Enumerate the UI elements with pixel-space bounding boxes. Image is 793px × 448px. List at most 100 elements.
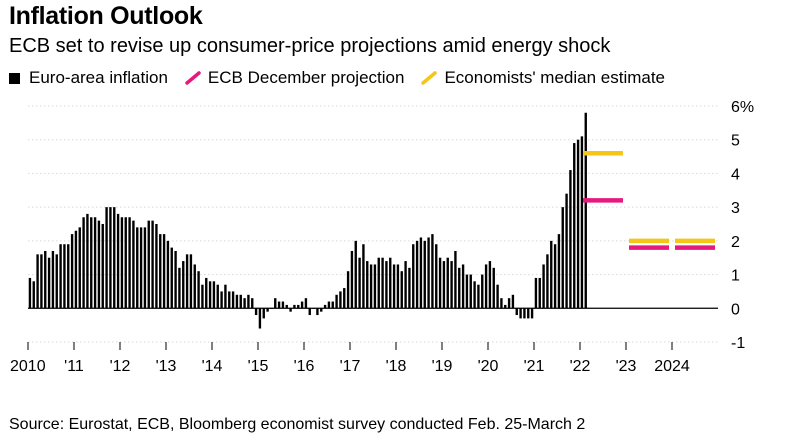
y-tick-label: 6% xyxy=(731,99,754,116)
inflation-bar xyxy=(488,261,492,309)
inflation-bar xyxy=(155,224,158,309)
inflation-bar xyxy=(300,301,304,309)
inflation-bar xyxy=(484,264,488,309)
inflation-bar xyxy=(235,294,239,309)
y-tick-label: 4 xyxy=(731,166,740,183)
y-tick-label: 0 xyxy=(731,301,740,318)
inflation-bar xyxy=(220,291,223,309)
x-tick-label: '14 xyxy=(202,358,223,375)
inflation-bar xyxy=(151,220,154,309)
inflation-bar xyxy=(458,267,461,309)
inflation-bar xyxy=(136,227,139,309)
inflation-bar xyxy=(32,281,35,309)
inflation-bar xyxy=(569,170,572,309)
inflation-bar xyxy=(435,244,438,309)
inflation-bar xyxy=(366,261,369,309)
inflation-bar xyxy=(285,304,288,309)
inflation-bar xyxy=(423,240,426,309)
x-tick-label: '18 xyxy=(386,358,407,375)
inflation-bar xyxy=(185,254,189,309)
y-tick-label: 1 xyxy=(731,268,740,285)
inflation-bar xyxy=(101,224,104,309)
inflation-bar xyxy=(193,264,196,309)
inflation-bar xyxy=(527,308,530,319)
inflation-bar xyxy=(170,247,173,309)
inflation-bar xyxy=(162,234,166,309)
inflation-bar xyxy=(139,227,143,309)
x-tick-label: 2010 xyxy=(10,358,46,375)
inflation-bar xyxy=(36,254,39,309)
inflation-bar xyxy=(216,284,219,309)
inflation-bar xyxy=(270,308,273,309)
inflation-bar xyxy=(97,220,101,309)
inflation-bar xyxy=(327,301,331,309)
inflation-bar xyxy=(239,294,242,309)
inflation-bar xyxy=(78,227,81,309)
x-tick-label: '17 xyxy=(340,358,361,375)
inflation-bar xyxy=(247,294,250,309)
inflation-bar xyxy=(408,267,411,309)
inflation-bar xyxy=(339,291,342,309)
x-tick-label: '19 xyxy=(432,358,453,375)
inflation-bar xyxy=(515,308,518,316)
x-tick-label: '12 xyxy=(110,358,131,375)
inflation-bar xyxy=(289,308,292,312)
inflation-bar xyxy=(201,284,204,309)
x-tick-label: '21 xyxy=(524,358,545,375)
legend-item-economists: Economists' median estimate xyxy=(420,68,665,88)
x-tick-label: 2024 xyxy=(654,358,690,375)
inflation-bar xyxy=(584,112,587,309)
legend-swatch-inflation xyxy=(9,72,20,84)
inflation-bar xyxy=(519,308,522,319)
inflation-bar xyxy=(86,213,89,309)
inflation-bar xyxy=(573,143,576,309)
inflation-bar xyxy=(208,281,212,309)
inflation-bar xyxy=(143,227,147,309)
inflation-bar xyxy=(530,308,534,319)
inflation-bar xyxy=(74,230,78,309)
inflation-bar xyxy=(159,234,162,309)
inflation-bar xyxy=(128,217,131,309)
inflation-bar xyxy=(389,257,392,309)
inflation-bar xyxy=(224,284,227,309)
inflation-bar xyxy=(396,264,400,309)
inflation-bar xyxy=(465,274,469,309)
legend: Euro-area inflation ECB December project… xyxy=(9,68,681,88)
inflation-bar xyxy=(381,257,384,309)
inflation-bar xyxy=(576,139,580,309)
inflation-bar xyxy=(461,264,465,309)
chart-title: Inflation Outlook xyxy=(9,2,203,30)
inflation-bar xyxy=(258,308,262,329)
inflation-bar xyxy=(174,250,177,309)
x-tick-label: '22 xyxy=(570,358,591,375)
inflation-bar xyxy=(415,240,419,309)
inflation-bar xyxy=(492,267,495,309)
inflation-bar xyxy=(331,301,334,309)
inflation-bar xyxy=(308,308,311,316)
inflation-bar xyxy=(496,284,499,309)
inflation-bar xyxy=(450,261,453,309)
legend-label-inflation: Euro-area inflation xyxy=(29,68,168,87)
inflation-bar xyxy=(116,213,120,309)
chart-subtitle: ECB set to revise up consumer-price proj… xyxy=(9,35,611,57)
inflation-bar xyxy=(373,264,377,309)
inflation-bar xyxy=(335,294,338,309)
inflation-bar xyxy=(473,281,476,309)
source-note: Source: Eurostat, ECB, Bloomberg economi… xyxy=(9,416,586,433)
x-tick-label: '20 xyxy=(478,358,499,375)
inflation-bar xyxy=(82,217,85,309)
y-axis-ticks: 6% 5 4 3 2 1 0 -1 xyxy=(731,99,754,352)
y-tick-label: 2 xyxy=(731,234,740,251)
inflation-bar xyxy=(438,257,442,309)
legend-item-inflation: Euro-area inflation xyxy=(9,68,168,88)
inflation-bar xyxy=(182,261,185,309)
x-tick-label: '16 xyxy=(294,358,315,375)
y-tick-label: -1 xyxy=(731,335,745,352)
inflation-bar xyxy=(362,244,365,309)
inflation-bar xyxy=(197,271,200,309)
inflation-bar xyxy=(481,274,484,309)
inflation-bar xyxy=(392,264,396,309)
inflation-bar xyxy=(343,288,346,309)
inflation-bar xyxy=(323,304,327,309)
inflation-bar xyxy=(561,207,564,309)
